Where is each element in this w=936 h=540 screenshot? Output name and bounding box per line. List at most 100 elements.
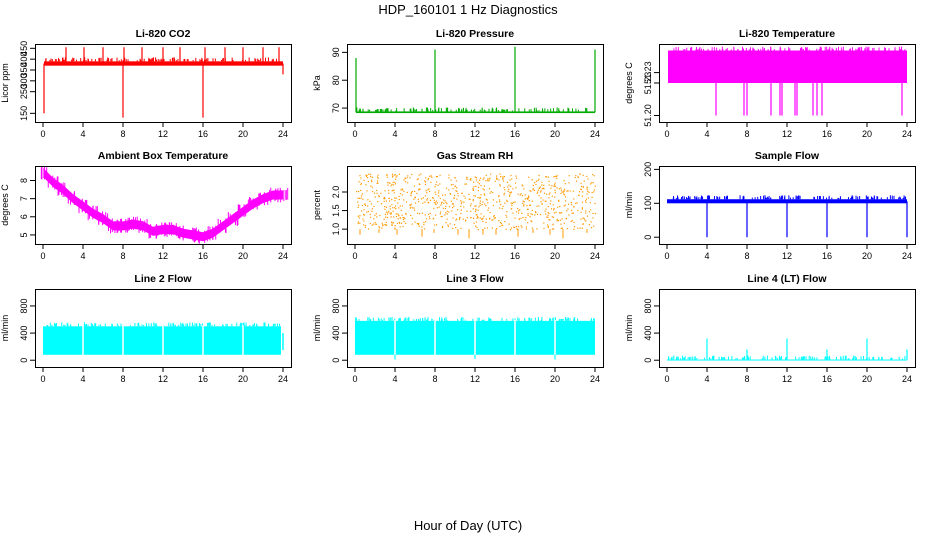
data-point [581, 195, 584, 197]
data-point [425, 190, 427, 192]
data-point [370, 185, 372, 187]
data-point [416, 212, 419, 214]
data-point [469, 179, 471, 181]
data-point [423, 228, 426, 230]
data-point [366, 211, 368, 213]
data-point [464, 220, 467, 222]
y-tick-label: 100 [643, 196, 653, 211]
data-point [580, 218, 582, 220]
data-point [545, 213, 547, 215]
data-point [545, 208, 547, 210]
x-tick-label: 16 [198, 129, 208, 139]
data-point [544, 200, 546, 202]
x-tick-label: 4 [704, 374, 709, 384]
data-point [556, 220, 558, 222]
data-point [450, 200, 452, 202]
data-point [531, 209, 533, 212]
data-point [476, 215, 479, 218]
data-point [422, 202, 424, 204]
data-point [445, 187, 448, 189]
x-tick-label: 16 [510, 374, 520, 384]
data-point [572, 190, 574, 192]
data-point [577, 176, 579, 179]
data-point [509, 229, 512, 231]
data-point [480, 184, 482, 187]
data-point [441, 215, 443, 218]
data-point [530, 213, 532, 215]
data-point [475, 221, 478, 223]
x-tick-label: 24 [278, 129, 288, 139]
data-point [571, 204, 573, 206]
chart-panel-7: Line 2 Flow ml/min 0 4 8 12 16 20 24 0 400 800 [0, 273, 292, 384]
data-point [544, 176, 547, 178]
data-point [588, 191, 590, 193]
data-point [529, 204, 532, 206]
data-point [477, 196, 479, 199]
x-tick-label: 8 [432, 129, 437, 139]
data-point [386, 213, 388, 215]
data-point [548, 180, 550, 182]
data-point [480, 213, 482, 215]
data-point [409, 207, 412, 209]
data-point [527, 208, 529, 210]
plot-frame [35, 166, 292, 245]
data-point [563, 194, 566, 196]
data-point [371, 210, 373, 212]
data-point [397, 213, 399, 215]
data-point [405, 212, 407, 215]
data-point [563, 180, 565, 182]
y-axis-label: kPa [312, 75, 322, 91]
x-axis-caption: Hour of Day (UTC) [413, 518, 523, 533]
data-point [516, 228, 518, 230]
data-point [565, 218, 568, 220]
data-point [441, 226, 444, 228]
data-point [537, 191, 539, 193]
data-point [487, 202, 489, 204]
data-point [360, 197, 362, 199]
data-point [363, 224, 365, 226]
y-tick-label: 150 [19, 106, 29, 121]
data-point [394, 228, 396, 230]
data-point [417, 178, 419, 180]
data-point [517, 208, 519, 210]
y-axis-label: ml/min [0, 315, 10, 342]
x-tick-label: 8 [120, 129, 125, 139]
data-point [570, 201, 572, 204]
plot-frame [659, 44, 916, 123]
data-point [482, 178, 484, 180]
x-tick-label: 4 [704, 129, 709, 139]
y-tick-label: 1.5 [331, 204, 341, 217]
data-point [549, 192, 551, 194]
data-point [447, 224, 449, 226]
data-point [583, 217, 585, 220]
data-point [583, 180, 585, 182]
data-point [574, 176, 576, 179]
data-point [399, 226, 401, 228]
data-point [406, 177, 408, 179]
data-point [445, 222, 447, 224]
data-point [359, 215, 361, 217]
data-point [582, 223, 584, 225]
data-point [548, 219, 550, 221]
data-point [391, 224, 393, 226]
data-point [377, 201, 379, 203]
data-point [538, 205, 540, 207]
data-point [399, 193, 402, 195]
data-point [378, 195, 381, 198]
data-point [554, 189, 556, 192]
data-point [428, 190, 431, 193]
data-point [364, 203, 366, 205]
data-point [499, 221, 502, 224]
x-tick-label: 0 [664, 251, 669, 261]
data-layer [355, 316, 595, 360]
data-point [506, 216, 508, 218]
data-point [447, 225, 449, 227]
data-point [448, 174, 450, 176]
data-point [532, 184, 534, 187]
data-point [581, 201, 584, 203]
x-tick-label: 4 [392, 129, 397, 139]
data-point [549, 203, 551, 205]
plot-frame [659, 289, 916, 368]
data-point [455, 219, 457, 221]
data-point [418, 174, 420, 176]
